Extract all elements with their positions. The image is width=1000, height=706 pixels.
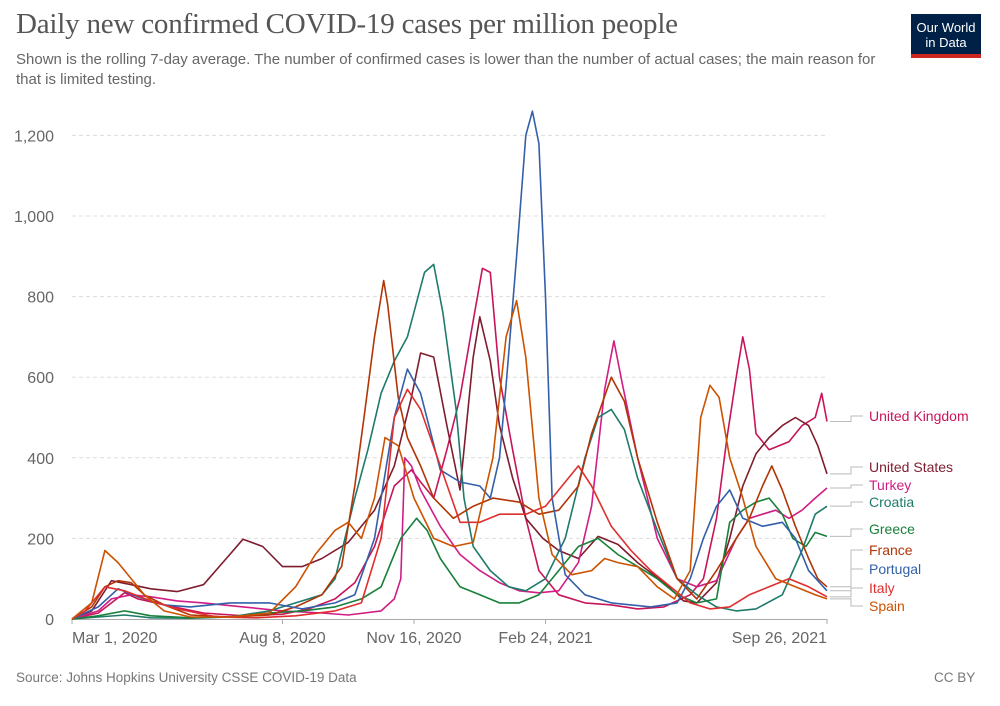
y-tick-label: 1,000 (14, 209, 54, 226)
x-tick-label: Sep 26, 2021 (732, 630, 827, 647)
legend-label-united-states[interactable]: United States (869, 459, 953, 475)
legend-connector (830, 568, 863, 592)
legend-label-united-kingdom[interactable]: United Kingdom (869, 408, 969, 424)
chart-title: Daily new confirmed COVID-19 cases per m… (16, 8, 678, 40)
owid-logo[interactable]: Our World in Data (911, 14, 981, 58)
y-axis: 0 200 400 600 800 1,000 1,200 (14, 128, 54, 629)
legend-connector (830, 415, 863, 423)
legend-label-france[interactable]: France (869, 542, 913, 558)
x-axis: Mar 1, 2020 Aug 8, 2020 Nov 16, 2020 Feb 24… (71, 619, 828, 647)
legend-label-portugal[interactable]: Portugal (869, 561, 921, 577)
legend-connector (830, 549, 863, 588)
series-line-united-kingdom[interactable] (71, 267, 828, 620)
logo-line-1: Our World (916, 20, 976, 35)
series-line-italy[interactable] (71, 388, 828, 620)
legend-label-turkey[interactable]: Turkey (869, 477, 911, 493)
x-tick-label: Nov 16, 2020 (366, 630, 461, 647)
legend-connector (830, 598, 863, 607)
x-tick-label: Feb 24, 2021 (498, 630, 592, 647)
y-tick-label: 600 (27, 370, 54, 387)
legend-connector (830, 587, 863, 598)
series-lines (71, 110, 828, 620)
legend-label-spain[interactable]: Spain (869, 598, 905, 614)
y-tick-label: 800 (27, 290, 54, 307)
legend-connector (830, 528, 863, 537)
series-line-spain[interactable] (71, 299, 828, 620)
logo-line-2: in Data (925, 35, 967, 50)
x-tick-label: Aug 8, 2020 (239, 630, 325, 647)
x-tick-label: Mar 1, 2020 (72, 630, 157, 647)
series-line-united-states[interactable] (71, 316, 828, 620)
y-tick-label: 400 (27, 451, 54, 468)
series-line-turkey[interactable] (71, 340, 828, 620)
legend: United Kingdom United States TurkeyCroatia… (830, 408, 969, 614)
gridlines (72, 134, 827, 539)
chart-subtitle: Shown is the rolling 7-day average. The … (16, 51, 876, 88)
legend-label-croatia[interactable]: Croatia (869, 494, 914, 510)
legend-connector (830, 466, 863, 475)
series-line-france[interactable] (71, 279, 828, 620)
y-tick-label: 1,200 (14, 128, 54, 145)
y-tick-label: 200 (27, 531, 54, 548)
legend-connector (830, 501, 863, 507)
legend-label-italy[interactable]: Italy (869, 580, 895, 596)
license-note[interactable]: CC BY (934, 670, 976, 685)
y-tick-label: 0 (45, 612, 54, 629)
legend-label-greece[interactable]: Greece (869, 521, 915, 537)
source-note[interactable]: Source: Johns Hopkins University CSSE CO… (16, 670, 357, 685)
legend-connector (830, 484, 863, 489)
